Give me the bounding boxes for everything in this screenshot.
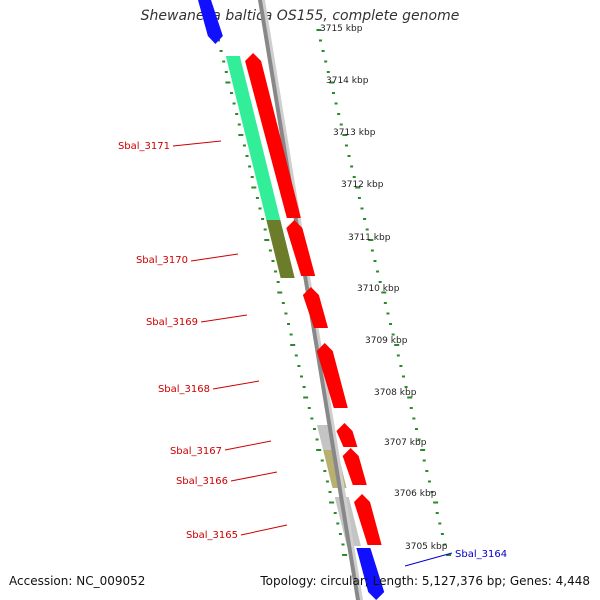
scale-label: 3714 kbp [326,76,369,86]
leader-line [230,471,278,482]
scale-label: 3705 kbp [405,542,448,552]
gene-arrow-upstream [198,0,223,44]
scale-label: 3708 kbp [374,388,417,398]
scale-label: 3711 kbp [348,233,391,243]
hit-bar-sbal-3171 [225,56,281,220]
gene-label[interactable]: Sbal_3167 [170,446,222,457]
gene-label[interactable]: Sbal_3170 [136,255,188,266]
leader-line [404,552,453,567]
gene-arrow-track [198,0,385,600]
gene-arrow-sbal-3170 [286,220,316,276]
accession-text: Accession: NC_009052 [9,574,146,588]
scale-label: 3712 kbp [341,180,384,190]
scale-label-group: 3715 kbp 3714 kbp 3713 kbp 3712 kbp 3711 kbp… [320,24,448,552]
scale-label: 3707 kbp [384,438,427,448]
gene-arrow-sbal-3171 [245,53,301,218]
gene-arrow-sbal-3166 [342,448,367,485]
hit-bar-sbal-3170 [266,220,295,278]
gene-arrow-sbal-3169 [302,287,329,328]
gene-label[interactable]: Sbal_3171 [118,141,170,152]
map-title: Shewanella baltica OS155, complete genom… [140,8,460,24]
gene-arrow-sbal-3168 [316,343,348,408]
gene-label[interactable]: Sbal_3168 [158,384,210,395]
leader-line [212,380,260,390]
outer-tick-track [212,29,348,556]
scale-label: 3706 kbp [394,489,437,499]
leader-line [240,524,288,536]
leader-line [190,253,239,262]
inner-tick-track [316,29,452,556]
gene-label[interactable]: Sbal_3169 [146,317,198,328]
scale-label: 3709 kbp [365,336,408,346]
gene-label[interactable]: Sbal_3166 [176,476,228,487]
topology-summary: Topology: circular; Length: 5,127,376 bp… [260,574,590,588]
scale-label: 3710 kbp [357,284,400,294]
leader-line [224,440,272,451]
leader-line [200,314,248,323]
gene-arrow-sbal-3164 [356,548,385,600]
gene-arrow-sbal-3167 [336,423,358,447]
leader-line [172,140,222,147]
gene-label[interactable]: Sbal_3165 [186,530,238,541]
gene-label[interactable]: Sbal_3164 [455,549,507,560]
gene-arrow-sbal-3165 [354,494,382,545]
gene-label-leaders [172,140,453,567]
scale-label: 3715 kbp [320,24,363,34]
gene-label-group: Sbal_3171 Sbal_3170 Sbal_3169 Sbal_3168 Sbal… [118,141,507,560]
scale-label: 3713 kbp [333,128,376,138]
